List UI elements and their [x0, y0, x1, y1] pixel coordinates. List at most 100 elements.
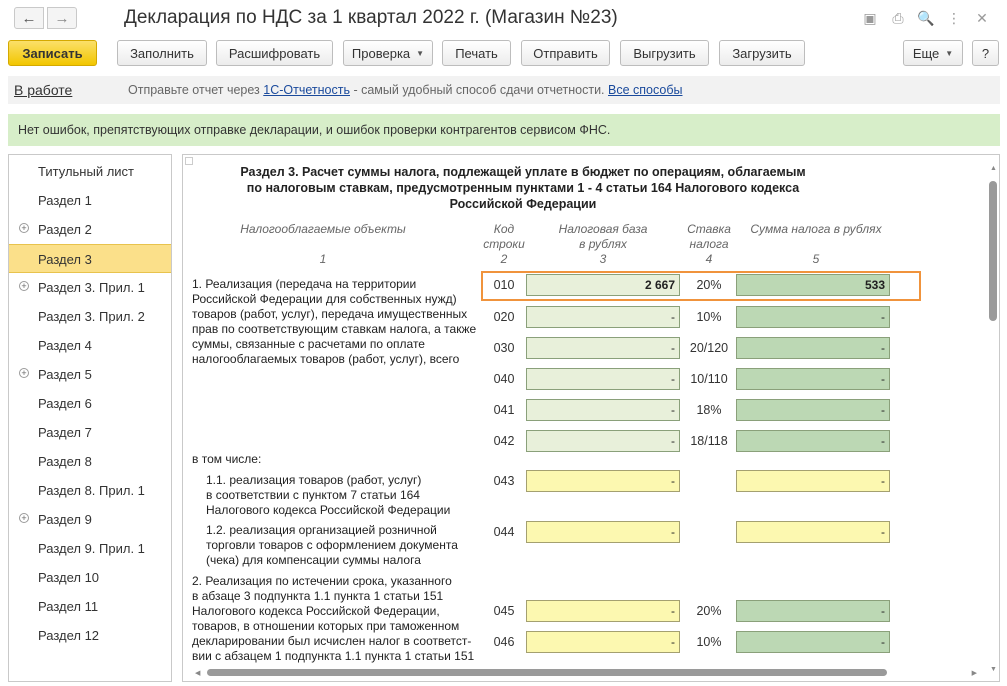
row-desc-including: в том числе:: [192, 452, 262, 466]
close-icon[interactable]: ✕: [976, 9, 988, 26]
sidebar-item-label: Раздел 2: [38, 222, 92, 237]
expand-icon[interactable]: +: [19, 368, 29, 378]
tax-base-field[interactable]: -: [526, 430, 680, 452]
sidebar-item-section-3[interactable]: Раздел 3: [9, 244, 171, 273]
tax-base-field[interactable]: -: [526, 399, 680, 421]
tax-base-field[interactable]: -: [526, 521, 680, 543]
sidebar-item-section-12[interactable]: Раздел 12: [9, 621, 171, 650]
more-dropdown-button[interactable]: Еще ▼: [903, 40, 963, 66]
expand-icon[interactable]: +: [19, 223, 29, 233]
scroll-down-icon[interactable]: ▼: [990, 666, 997, 673]
horizontal-scrollbar[interactable]: ◀ ▶: [195, 669, 977, 677]
expand-icon[interactable]: +: [19, 513, 29, 523]
row-rate: 10%: [696, 635, 722, 649]
col-code-line-2: строки: [483, 237, 525, 251]
tax-base-field[interactable]: -: [526, 631, 680, 653]
tax-amount-field[interactable]: -: [736, 470, 890, 492]
tax-base-field[interactable]: -: [526, 337, 680, 359]
more-icon[interactable]: ⋮: [947, 9, 961, 26]
horizontal-scroll-thumb[interactable]: [207, 669, 887, 676]
vertical-scroll-thumb[interactable]: [989, 181, 997, 321]
tax-amount-field[interactable]: 533: [736, 274, 890, 296]
scroll-right-icon[interactable]: ▶: [971, 670, 977, 677]
row-code: 045: [493, 604, 515, 618]
desc-line: вии с абзацем 1 подпункта 1.1 пункта 1 с…: [192, 649, 475, 663]
decode-button[interactable]: Расшифровать: [216, 40, 333, 66]
tax-amount-field[interactable]: -: [736, 631, 890, 653]
tax-amount-field[interactable]: -: [736, 399, 890, 421]
all-methods-link[interactable]: Все способы: [608, 83, 683, 97]
col-rate-header: Ставка налога: [679, 222, 739, 252]
check-label: Проверка: [351, 45, 411, 61]
save-button[interactable]: Записать: [8, 40, 97, 66]
save-icon[interactable]: ▣: [863, 9, 877, 26]
sidebar-item-section-3-app-2[interactable]: Раздел 3. Прил. 2: [9, 302, 171, 331]
row-desc-1: 1. Реализация (передача на территории Ро…: [192, 277, 476, 367]
fill-button[interactable]: Заполнить: [117, 40, 207, 66]
col-rate-line-1: Ставка: [687, 222, 731, 236]
sidebar-item-label: Раздел 3. Прил. 2: [38, 309, 145, 324]
sidebar-item-label: Раздел 4: [38, 338, 92, 353]
sidebar-item-section-9[interactable]: + Раздел 9: [9, 505, 171, 534]
sidebar-item-section-8[interactable]: Раздел 8: [9, 447, 171, 476]
more-label: Еще: [912, 45, 940, 61]
status-state-link[interactable]: В работе: [14, 82, 73, 98]
sidebar-item-section-11[interactable]: Раздел 11: [9, 592, 171, 621]
sidebar-item-section-6[interactable]: Раздел 6: [9, 389, 171, 418]
sidebar-item-label: Раздел 9. Прил. 1: [38, 541, 145, 556]
col-base-line-2: в рублях: [579, 237, 627, 251]
scroll-left-icon[interactable]: ◀: [195, 670, 201, 677]
vertical-scrollbar[interactable]: ▲ ▼: [989, 165, 997, 673]
tax-base-field[interactable]: -: [526, 306, 680, 328]
sidebar-item-section-4[interactable]: Раздел 4: [9, 331, 171, 360]
heading-line-1: Раздел 3. Расчет суммы налога, подлежаще…: [240, 165, 806, 179]
desc-line: (чека) для компенсации суммы налога: [206, 553, 421, 567]
reporting-link[interactable]: 1С-Отчетность: [263, 83, 350, 97]
back-button[interactable]: ←: [14, 7, 44, 29]
row-code: 043: [493, 474, 515, 488]
sidebar-item-section-8-app-1[interactable]: Раздел 8. Прил. 1: [9, 476, 171, 505]
export-button[interactable]: Выгрузить: [620, 40, 709, 66]
tax-amount-field[interactable]: -: [736, 368, 890, 390]
preview-icon[interactable]: 🔍: [917, 9, 935, 26]
row-code: 042: [493, 434, 515, 448]
tax-base-field[interactable]: -: [526, 368, 680, 390]
tax-base-field[interactable]: -: [526, 470, 680, 492]
row-code: 030: [493, 341, 515, 355]
sidebar-item-section-10[interactable]: Раздел 10: [9, 563, 171, 592]
sidebar-item-title-page[interactable]: Титульный лист: [9, 157, 171, 186]
sidebar-item-label: Раздел 6: [38, 396, 92, 411]
tax-base-field[interactable]: -: [526, 600, 680, 622]
scroll-up-icon[interactable]: ▲: [990, 165, 997, 172]
tax-amount-field[interactable]: -: [736, 337, 890, 359]
send-button[interactable]: Отправить: [521, 40, 610, 66]
tax-amount-field[interactable]: -: [736, 430, 890, 452]
sidebar-item-label: Раздел 3: [38, 252, 92, 267]
print-icon[interactable]: ⎙: [892, 9, 904, 26]
sidebar-item-label: Раздел 7: [38, 425, 92, 440]
tax-amount-field[interactable]: -: [736, 600, 890, 622]
sidebar-item-section-9-app-1[interactable]: Раздел 9. Прил. 1: [9, 534, 171, 563]
help-button[interactable]: ?: [972, 40, 999, 66]
sidebar-item-section-2[interactable]: + Раздел 2: [9, 215, 171, 244]
import-button[interactable]: Загрузить: [719, 40, 805, 66]
desc-line: 1.2. реализация организацией розничной: [206, 523, 437, 537]
sidebar-item-section-1[interactable]: Раздел 1: [9, 186, 171, 215]
col-number-5: 5: [812, 252, 820, 266]
check-dropdown-button[interactable]: Проверка ▼: [343, 40, 433, 66]
check-result-banner: Нет ошибок, препятствующих отправке декл…: [8, 114, 1000, 146]
tax-amount-field[interactable]: -: [736, 521, 890, 543]
desc-line: в абзаце 3 подпункта 1.1 пункта 1 статьи…: [192, 589, 444, 603]
row-rate: 10/110: [690, 372, 728, 386]
expand-icon[interactable]: +: [19, 281, 29, 291]
sidebar-item-label: Раздел 11: [38, 599, 99, 614]
print-button[interactable]: Печать: [442, 40, 511, 66]
sidebar-item-section-7[interactable]: Раздел 7: [9, 418, 171, 447]
tax-base-field[interactable]: 2 667: [526, 274, 680, 296]
status-middle: - самый удобный способ сдачи отчетности.: [353, 83, 605, 97]
sidebar-item-section-5[interactable]: + Раздел 5: [9, 360, 171, 389]
col-base-line-1: Налоговая база: [558, 222, 648, 236]
sidebar-item-section-3-app-1[interactable]: + Раздел 3. Прил. 1: [9, 273, 171, 302]
tax-amount-field[interactable]: -: [736, 306, 890, 328]
forward-button[interactable]: →: [47, 7, 77, 29]
